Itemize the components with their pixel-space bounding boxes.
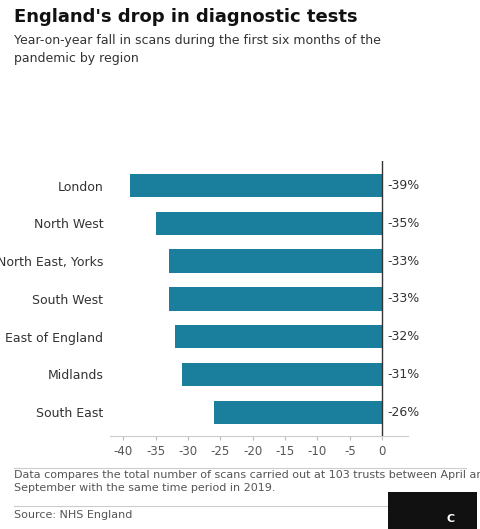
Text: -26%: -26%	[387, 406, 420, 419]
Bar	[156, 212, 382, 235]
Text: -35%: -35%	[387, 217, 420, 230]
Bar	[130, 174, 382, 197]
Text: -33%: -33%	[387, 293, 420, 305]
Text: Source: NHS England: Source: NHS England	[14, 510, 133, 521]
Text: B: B	[410, 514, 419, 524]
Bar	[181, 363, 382, 386]
Text: -39%: -39%	[387, 179, 420, 192]
Text: -31%: -31%	[387, 368, 420, 381]
Bar	[168, 249, 382, 273]
Text: -32%: -32%	[387, 330, 420, 343]
Text: Data compares the total number of scans carried out at 103 trusts between April : Data compares the total number of scans …	[14, 470, 480, 493]
Text: C: C	[447, 514, 455, 524]
Text: England's drop in diagnostic tests: England's drop in diagnostic tests	[14, 8, 358, 26]
Text: Year-on-year fall in scans during the first six months of the
pandemic by region: Year-on-year fall in scans during the fi…	[14, 34, 381, 66]
Text: -33%: -33%	[387, 254, 420, 268]
Bar	[175, 325, 382, 349]
Text: B: B	[429, 514, 437, 524]
Bar	[168, 287, 382, 311]
Bar	[214, 400, 382, 424]
